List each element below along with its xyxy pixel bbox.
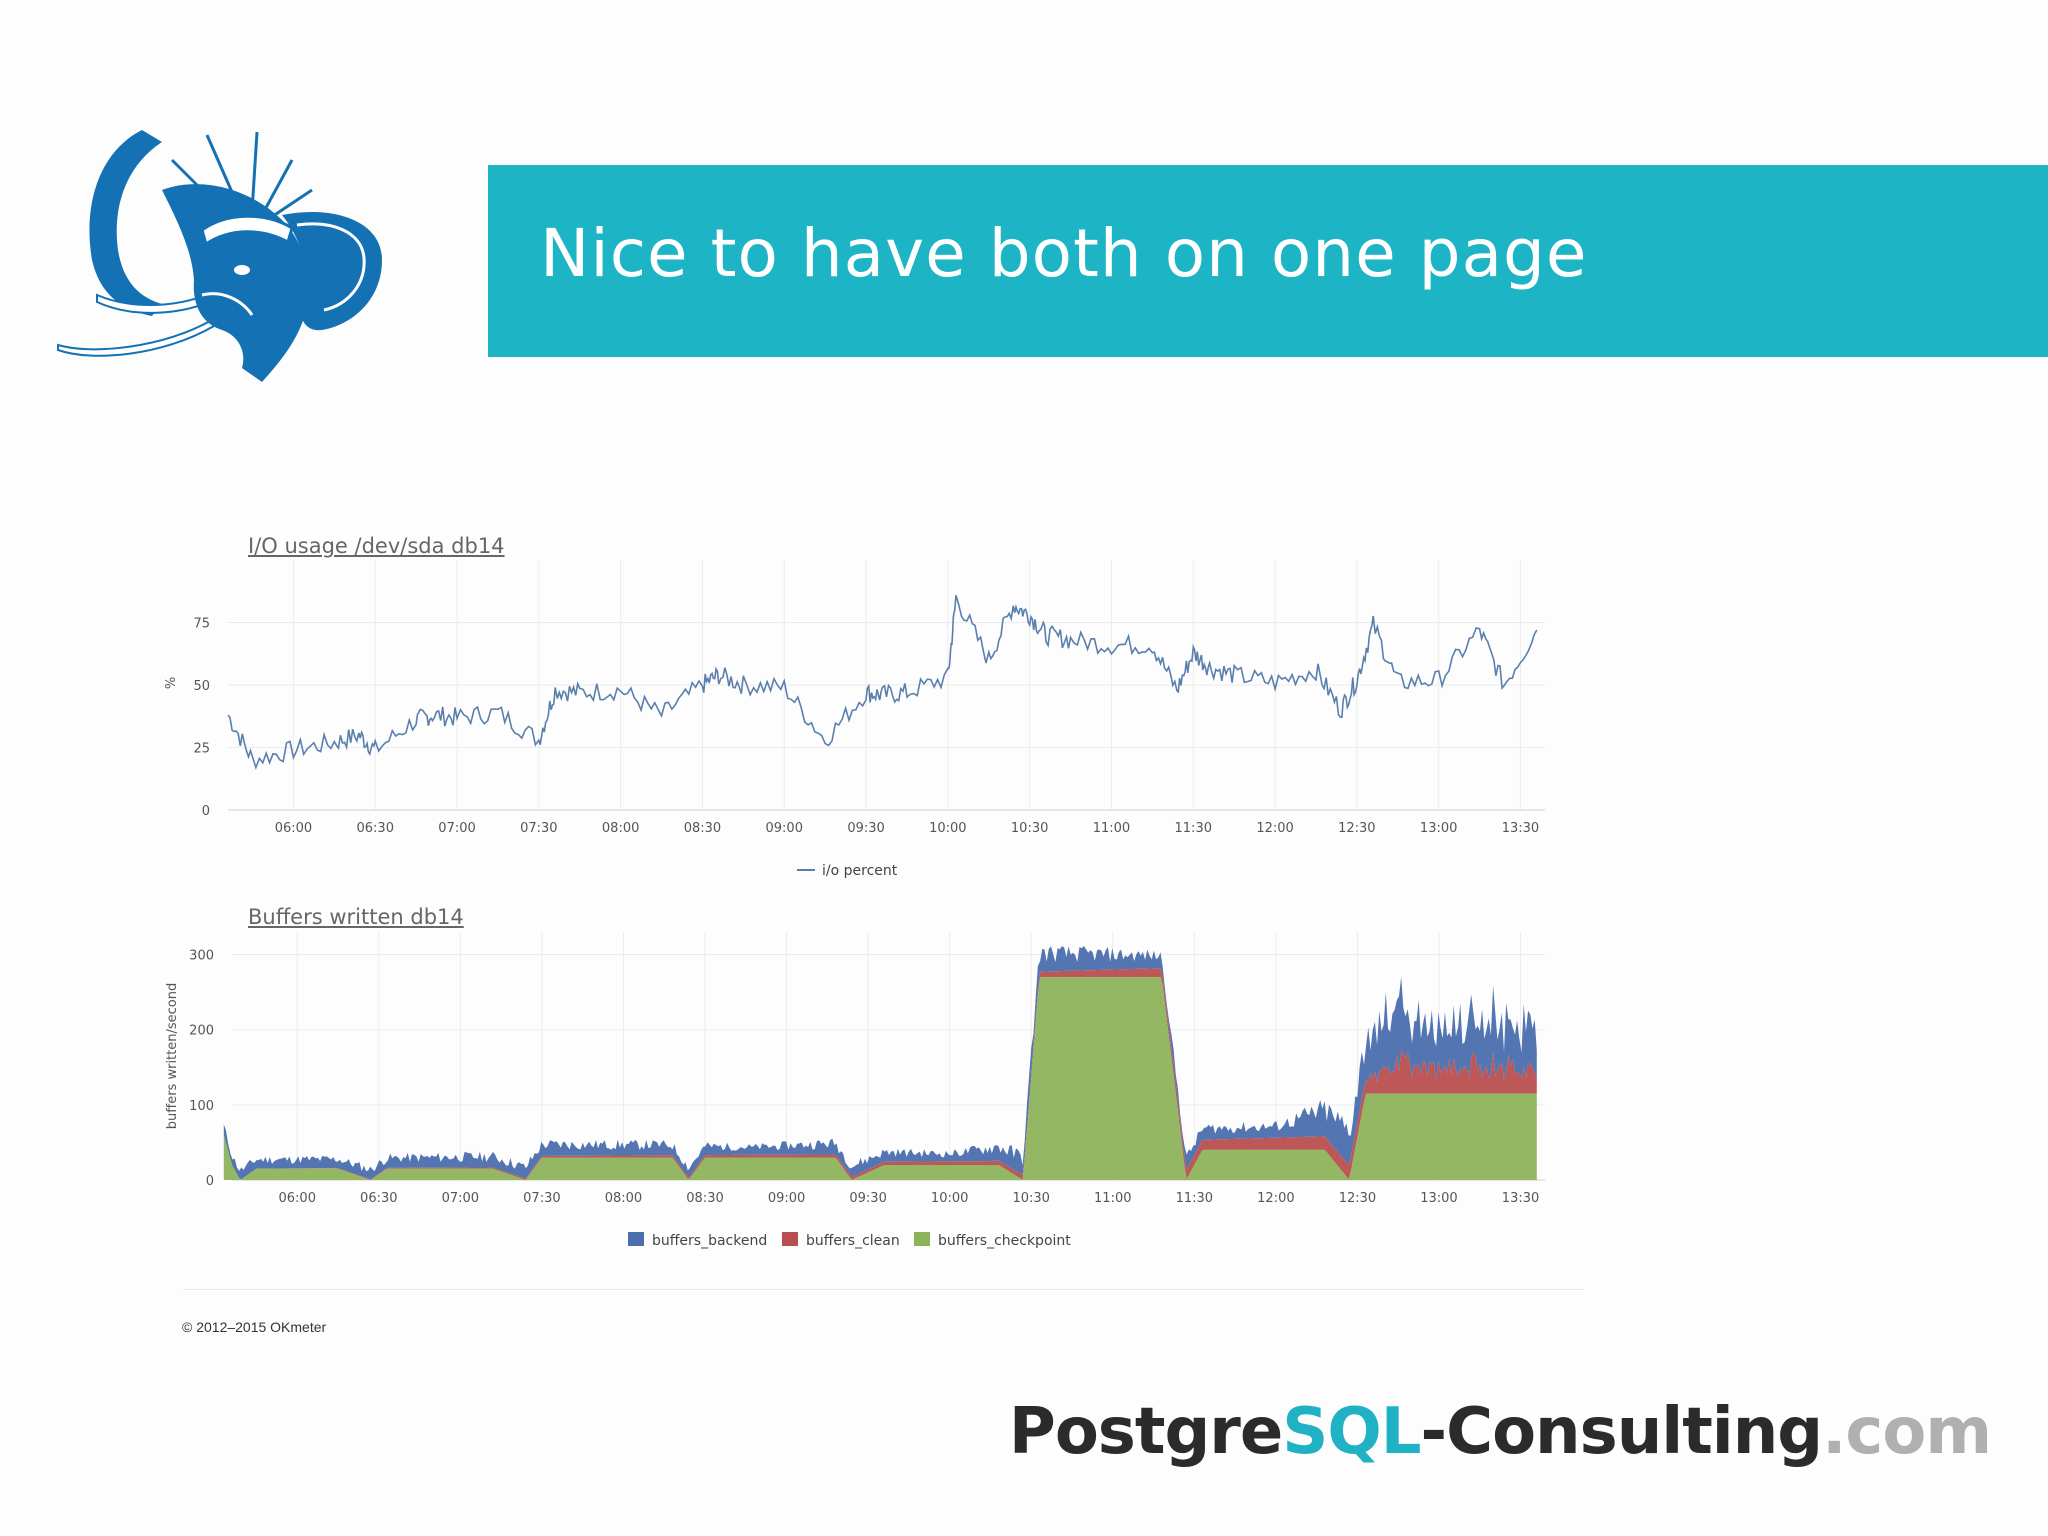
legend-label-buffers-checkpoint: buffers_checkpoint bbox=[938, 1233, 1071, 1249]
x-tick-label: 09:00 bbox=[766, 821, 803, 836]
footer-divider bbox=[183, 1289, 1583, 1290]
chart-title-buffers-written[interactable]: Buffers written db14 bbox=[248, 905, 464, 929]
x-tick-label: 11:00 bbox=[1093, 821, 1130, 836]
x-tick-label: 13:30 bbox=[1502, 821, 1539, 836]
copyright-text: © 2012–2015 OKmeter bbox=[182, 1319, 327, 1335]
series-area-buffers-backend bbox=[223, 946, 1537, 1180]
legend-swatch-buffers-clean bbox=[782, 1232, 798, 1246]
x-tick-label: 06:30 bbox=[360, 1191, 397, 1206]
x-tick-label: 12:00 bbox=[1256, 821, 1293, 836]
brand-part-postgre: Postgre bbox=[1008, 1395, 1283, 1469]
y-tick-label: 75 bbox=[193, 617, 210, 632]
x-tick-label: 06:00 bbox=[275, 821, 312, 836]
x-tick-label: 09:00 bbox=[768, 1191, 805, 1206]
y-tick-label: 0 bbox=[202, 804, 210, 819]
title-bar bbox=[488, 165, 2048, 357]
x-tick-label: 12:30 bbox=[1339, 1191, 1376, 1206]
legend-label-io-percent: i/o percent bbox=[822, 863, 898, 879]
x-tick-label: 11:30 bbox=[1175, 821, 1212, 836]
brand-part-consulting: -Consulting bbox=[1420, 1395, 1824, 1469]
legend-swatch-buffers-checkpoint bbox=[914, 1232, 930, 1246]
x-tick-label: 08:00 bbox=[605, 1191, 642, 1206]
y-axis-label: buffers written/second bbox=[165, 983, 180, 1129]
chart-title-io-usage[interactable]: I/O usage /dev/sda db14 bbox=[248, 534, 505, 558]
x-tick-label: 08:30 bbox=[684, 821, 721, 836]
x-tick-label: 13:00 bbox=[1420, 821, 1457, 836]
x-tick-label: 07:30 bbox=[523, 1191, 560, 1206]
x-tick-label: 10:00 bbox=[931, 1191, 968, 1206]
x-tick-label: 06:00 bbox=[279, 1191, 316, 1206]
x-tick-label: 11:30 bbox=[1176, 1191, 1213, 1206]
y-tick-label: 50 bbox=[193, 679, 210, 694]
x-tick-label: 08:30 bbox=[686, 1191, 723, 1206]
series-line-io-percent bbox=[227, 595, 1538, 771]
x-tick-label: 09:30 bbox=[847, 821, 884, 836]
x-tick-label: 08:00 bbox=[602, 821, 639, 836]
y-tick-label: 100 bbox=[189, 1099, 214, 1114]
x-tick-label: 10:30 bbox=[1012, 1191, 1049, 1206]
x-tick-label: 07:00 bbox=[438, 821, 475, 836]
x-tick-label: 13:30 bbox=[1502, 1191, 1539, 1206]
x-tick-label: 12:30 bbox=[1338, 821, 1375, 836]
x-tick-label: 11:00 bbox=[1094, 1191, 1131, 1206]
y-tick-label: 200 bbox=[189, 1024, 214, 1039]
series-area-buffers-checkpoint bbox=[223, 977, 1537, 1180]
x-tick-label: 10:30 bbox=[1011, 821, 1048, 836]
x-tick-label: 09:30 bbox=[849, 1191, 886, 1206]
elephant-logo-icon bbox=[52, 120, 392, 390]
legend-label-buffers-backend: buffers_backend bbox=[652, 1233, 767, 1249]
x-tick-label: 13:00 bbox=[1420, 1191, 1457, 1206]
brand-logo-text: PostgreSQL-Consulting.com bbox=[1008, 1395, 1992, 1469]
x-tick-label: 07:30 bbox=[520, 821, 557, 836]
x-tick-label: 07:00 bbox=[442, 1191, 479, 1206]
y-tick-label: 25 bbox=[193, 742, 210, 757]
x-tick-label: 06:30 bbox=[357, 821, 394, 836]
y-axis-label: % bbox=[164, 677, 179, 689]
brand-part-com: .com bbox=[1822, 1395, 1992, 1469]
y-tick-label: 300 bbox=[189, 949, 214, 964]
x-tick-label: 12:00 bbox=[1257, 1191, 1294, 1206]
x-tick-label: 10:00 bbox=[929, 821, 966, 836]
legend-swatch-buffers-backend bbox=[628, 1232, 644, 1246]
slide-title: Nice to have both on one page bbox=[540, 215, 1588, 292]
legend-label-buffers-clean: buffers_clean bbox=[806, 1233, 900, 1249]
brand-part-sql: SQL bbox=[1282, 1395, 1421, 1469]
y-tick-label: 0 bbox=[206, 1174, 214, 1189]
